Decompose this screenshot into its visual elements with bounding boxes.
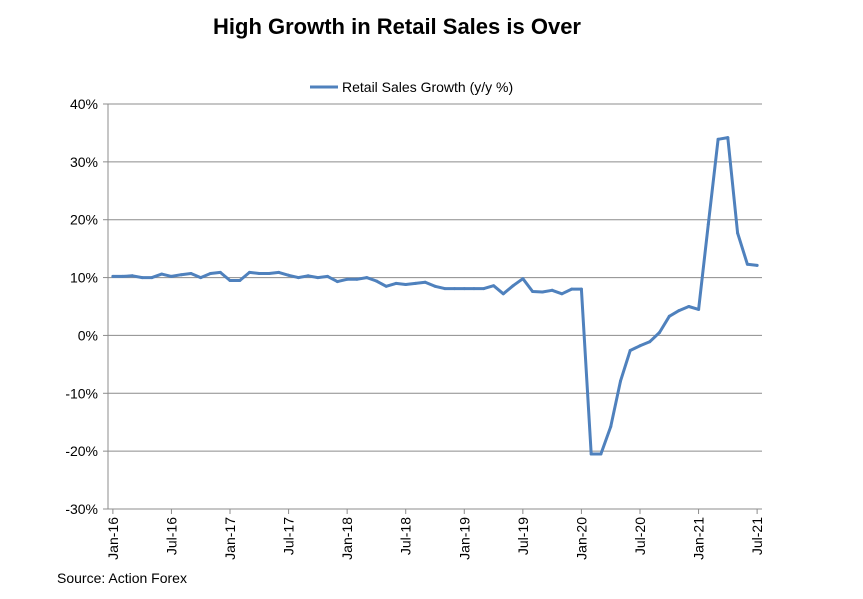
data-point [140, 276, 144, 280]
y-tick-label: 10% [70, 270, 98, 286]
x-tick-label: Jul-21 [749, 517, 765, 555]
data-point [501, 292, 505, 296]
data-point [462, 287, 466, 291]
y-tick-label: 40% [70, 96, 98, 112]
x-tick-label: Jul-20 [632, 517, 648, 555]
data-point [335, 280, 339, 284]
y-tick-label: 20% [70, 212, 98, 228]
data-point [150, 276, 154, 280]
data-point [628, 349, 632, 352]
y-axis-ticks: 40% 30% 20% 10% 0% -10% -20% -30% [65, 96, 108, 517]
data-point [257, 272, 261, 275]
data-point [209, 272, 212, 275]
data-point [404, 283, 408, 286]
data-point [687, 305, 691, 308]
x-tick-label: Jul-16 [163, 517, 179, 555]
data-point [726, 136, 730, 140]
data-point [755, 263, 759, 267]
data-point [453, 287, 456, 291]
y-tick-label: -10% [65, 385, 98, 401]
data-point [218, 270, 222, 274]
data-point [511, 284, 515, 288]
data-point [228, 279, 232, 282]
data-point [472, 287, 476, 291]
x-tick-label: Jan-21 [691, 517, 707, 560]
data-point [609, 425, 613, 429]
data-point [570, 287, 574, 291]
data-point [169, 274, 173, 278]
data-point [482, 287, 486, 291]
data-point [540, 290, 544, 294]
gridlines [108, 103, 762, 452]
data-point [160, 272, 164, 276]
data-point [579, 287, 583, 291]
data-point [296, 276, 300, 280]
data-point [199, 276, 203, 280]
data-point [423, 280, 427, 284]
data-point [306, 274, 310, 278]
data-point [267, 272, 271, 275]
data-point [716, 137, 720, 141]
x-tick-label: Jul-19 [515, 517, 531, 555]
x-tick-label: Jul-17 [281, 517, 297, 555]
y-tick-label: -30% [65, 501, 98, 517]
data-point [550, 288, 554, 292]
x-tick-label: Jan-18 [339, 517, 355, 560]
data-point [638, 344, 642, 348]
x-tick-label: Jan-17 [222, 517, 238, 560]
x-tick-label: Jan-16 [105, 517, 121, 560]
x-tick-label: Jan-19 [456, 517, 472, 560]
x-axis-ticks: Jan-16 Jul-16 Jan-17 Jul-17 Jan-18 Jul-18 Jan-… [105, 509, 765, 560]
x-tick-label: Jan-20 [573, 517, 589, 560]
x-tick-label: Jul-18 [398, 517, 414, 555]
data-point [599, 452, 603, 456]
chart-title: High Growth in Retail Sales is Over [213, 14, 581, 39]
data-point [619, 379, 622, 383]
data-point [521, 277, 525, 281]
data-point [287, 273, 291, 277]
data-point [374, 279, 378, 283]
y-tick-label: 30% [70, 154, 98, 170]
data-point [414, 281, 417, 285]
data-point [658, 331, 661, 334]
data-point [355, 277, 359, 281]
data-point [677, 309, 681, 313]
data-point [745, 262, 749, 266]
legend: Retail Sales Growth (y/y %) [310, 79, 513, 95]
data-point [667, 314, 671, 318]
data-point [365, 276, 369, 280]
series-line [111, 136, 759, 456]
data-point [706, 222, 710, 226]
data-point [492, 284, 496, 288]
data-point [648, 340, 652, 344]
data-point [179, 273, 183, 277]
data-point [238, 279, 242, 282]
data-point [277, 270, 281, 274]
legend-label: Retail Sales Growth (y/y %) [342, 79, 513, 95]
data-point [121, 274, 125, 278]
data-point [316, 276, 320, 280]
data-point [130, 274, 134, 278]
data-point [697, 307, 701, 311]
data-point [443, 287, 447, 291]
series-group [111, 136, 759, 456]
source-note: Source: Action Forex [57, 570, 187, 586]
data-point [189, 272, 193, 275]
data-point [394, 281, 398, 285]
axes [107, 104, 762, 510]
y-tick-label: -20% [65, 443, 98, 459]
data-point [345, 277, 349, 281]
data-point [531, 290, 535, 293]
y-tick-label: 0% [78, 327, 98, 343]
data-point [433, 284, 437, 288]
data-point [326, 274, 330, 278]
data-point [560, 292, 564, 296]
data-point [111, 274, 115, 278]
data-point [248, 270, 251, 274]
data-point [736, 231, 740, 235]
data-point [589, 452, 593, 456]
data-point [384, 284, 388, 288]
